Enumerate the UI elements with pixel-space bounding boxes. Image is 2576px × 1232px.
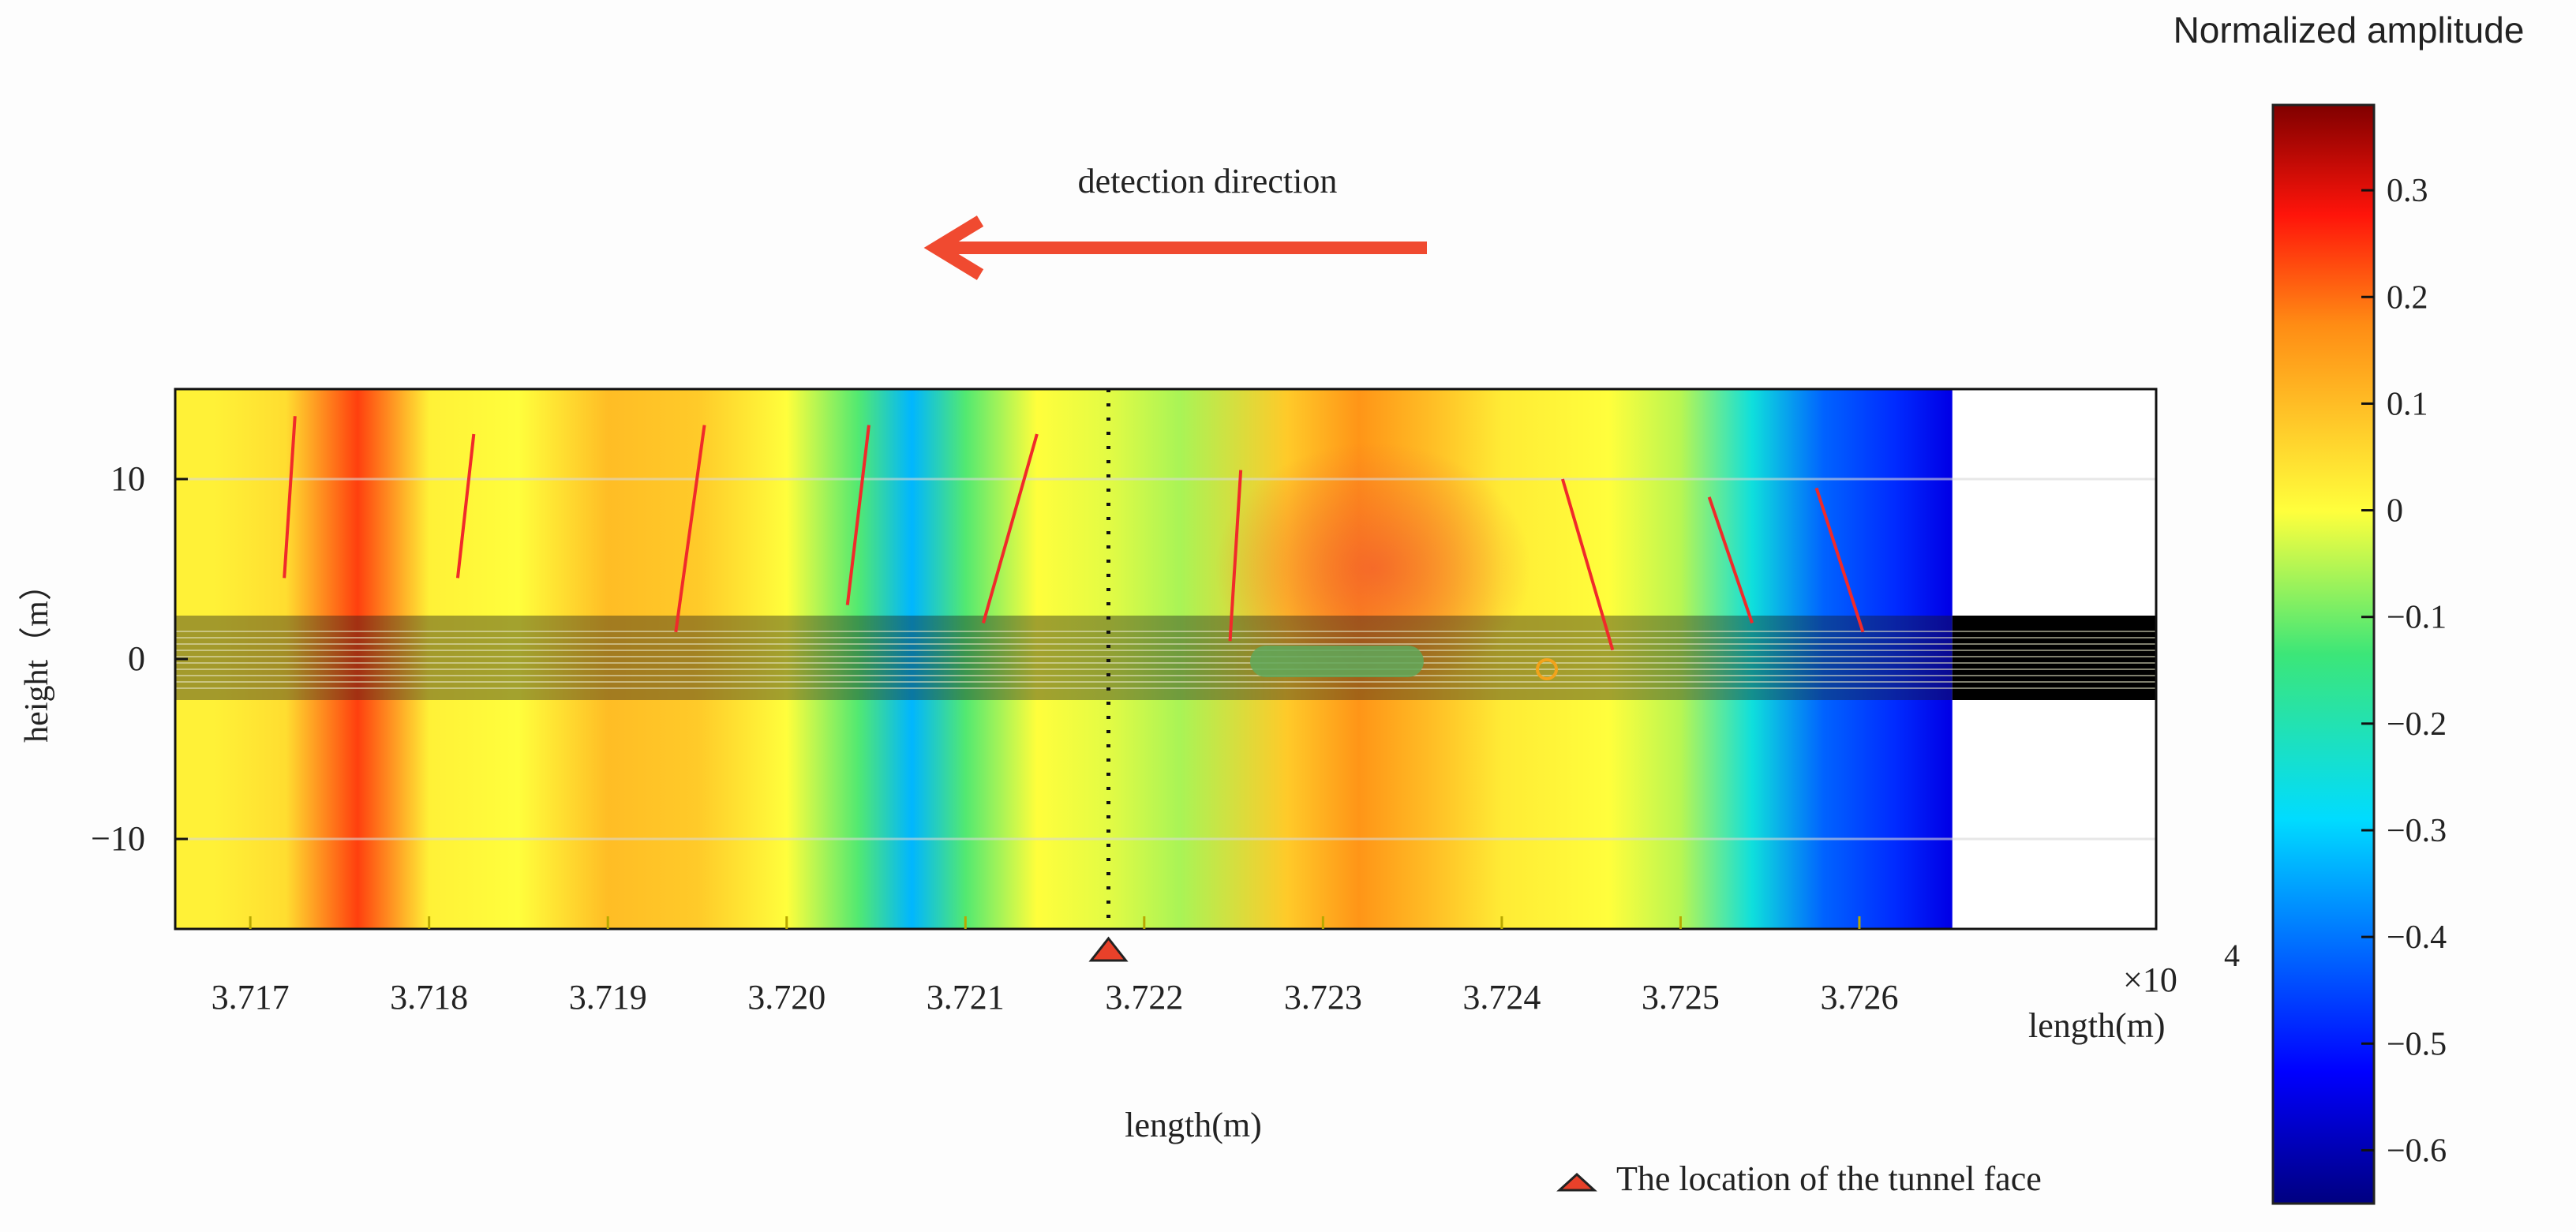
colorbar-title: Normalized amplitude <box>2174 9 2525 51</box>
colorbar-tick-label: −0.6 <box>2387 1133 2447 1169</box>
legend: The location of the tunnel face <box>1556 1159 2042 1198</box>
colorbar: Normalized amplitude 0.3 0.2 0.1 0 −0.1 −0.2 −… <box>2174 9 2525 1205</box>
y-tick-label: 10 <box>110 459 145 498</box>
reflector-line <box>1814 487 1865 633</box>
x-tick-label: 3.726 <box>1820 978 1898 1017</box>
reflector-line <box>1228 470 1243 642</box>
x-axis-label: length(m) <box>1125 1106 1262 1144</box>
colorbar-tick-label: −0.2 <box>2387 706 2447 743</box>
reflector-line <box>1560 478 1615 651</box>
colorbar-tick-label: 0 <box>2387 493 2403 530</box>
x-tick-label: 3.725 <box>1642 978 1720 1017</box>
x-tick-label: 3.717 <box>212 978 290 1017</box>
axis-multiplier-exponent: 4 <box>2224 938 2240 973</box>
tunnel-equipment <box>1250 646 1558 680</box>
colorbar-tick-label: 0.2 <box>2387 279 2428 316</box>
colorbar-scale <box>2271 103 2376 1205</box>
colorbar-tick-label: 0.1 <box>2387 386 2428 422</box>
y-axis-label: height（m） <box>19 567 55 743</box>
reflector-line <box>845 425 871 605</box>
reflector-lines <box>283 416 1865 651</box>
x-tick-label: 3.721 <box>927 978 1005 1017</box>
plot-area: 3.717 3.718 3.719 3.720 3.721 3.722 3.723 3.724… <box>91 388 2158 1017</box>
tunnel-band <box>175 616 2156 700</box>
x-tick-label: 3.723 <box>1284 978 1362 1017</box>
reflector-line <box>283 416 297 579</box>
y-tick-label: −10 <box>91 819 145 858</box>
tunnel-face-marker <box>1088 936 1129 962</box>
reflector-line <box>674 425 706 633</box>
tunnel-face-legend-label: The location of the tunnel face <box>1616 1159 2042 1198</box>
x-tick-label: 3.724 <box>1462 978 1541 1017</box>
reflector-line <box>982 433 1039 623</box>
tunnel-face-legend-icon <box>1556 1172 1597 1192</box>
colorbar-tick-label: −0.4 <box>2387 919 2447 956</box>
colorbar-tick-label: −0.3 <box>2387 813 2447 849</box>
y-tick-label: 0 <box>128 639 145 678</box>
x-tick-label: 3.720 <box>747 978 826 1017</box>
reflector-line <box>455 433 476 579</box>
colorbar-ticks: 0.3 0.2 0.1 0 −0.1 −0.2 −0.3 −0.4 −0.5 −0.6 <box>2361 173 2447 1169</box>
y-axis-ticks: 10 0 −10 <box>91 459 188 858</box>
axis-unit-label: length(m) <box>2028 1006 2166 1045</box>
colorbar-tick-label: −0.1 <box>2387 600 2447 636</box>
x-tick-label: 3.722 <box>1105 978 1183 1017</box>
grid-lines <box>175 477 2156 841</box>
reflector-line <box>1707 496 1754 624</box>
colorbar-tick-label: 0.3 <box>2387 173 2428 209</box>
tunnel-survey-lines <box>175 631 2156 689</box>
x-axis-ticks: 3.717 3.718 3.719 3.720 3.721 3.722 3.723 3.724… <box>212 916 1898 1017</box>
detection-direction-arrow <box>923 215 1427 280</box>
x-tick-label: 3.718 <box>390 978 468 1017</box>
axis-multiplier: ×10 <box>2123 961 2177 999</box>
colorbar-tick-label: −0.5 <box>2387 1026 2447 1062</box>
detection-direction-label: detection direction <box>1078 162 1338 200</box>
x-tick-label: 3.719 <box>569 978 647 1017</box>
